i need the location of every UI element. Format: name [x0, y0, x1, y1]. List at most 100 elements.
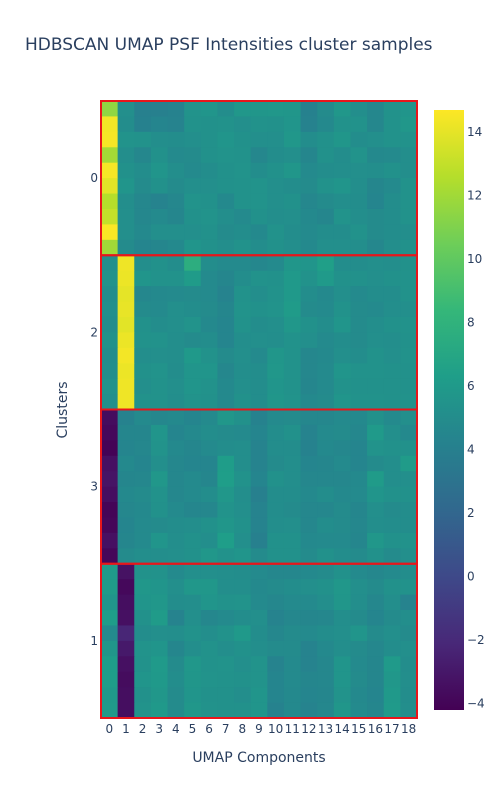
heatmap-cell — [383, 316, 401, 333]
heatmap-cell — [101, 486, 119, 503]
heatmap-cell — [300, 424, 318, 441]
heatmap-cell — [250, 424, 268, 441]
heatmap-cell — [150, 162, 169, 179]
heatmap-cell — [300, 594, 318, 611]
heatmap-cell — [367, 347, 385, 364]
heatmap-cell — [267, 687, 285, 704]
heatmap-cell — [283, 548, 302, 565]
heatmap-cell — [400, 640, 418, 657]
heatmap-cell — [350, 702, 368, 719]
heatmap-cell — [250, 548, 268, 565]
heatmap-cell — [283, 424, 302, 441]
heatmap-cell — [367, 563, 385, 580]
heatmap-cell — [234, 208, 252, 226]
heatmap-cell — [167, 347, 185, 364]
heatmap-cell — [234, 486, 252, 503]
heatmap-cell — [184, 286, 202, 303]
heatmap-cell — [134, 548, 152, 565]
heatmap-cell — [217, 409, 235, 426]
heatmap-cell — [150, 255, 169, 272]
heatmap-cell — [367, 471, 385, 488]
heatmap-cell — [217, 301, 235, 318]
heatmap-cell — [217, 378, 235, 395]
x-tick-label: 2 — [139, 722, 147, 736]
heatmap-cell — [400, 131, 418, 148]
heatmap-cell — [350, 286, 368, 303]
heatmap-cell — [200, 116, 219, 133]
heatmap-cell — [167, 702, 185, 719]
heatmap-cell — [101, 270, 119, 287]
heatmap-cell — [101, 532, 119, 549]
heatmap-cell — [217, 316, 235, 333]
heatmap-cell — [350, 116, 368, 133]
heatmap-cell — [300, 579, 318, 596]
heatmap-cell — [200, 656, 219, 673]
heatmap-cell — [250, 116, 268, 133]
heatmap-cell — [317, 332, 335, 349]
heatmap-cell — [134, 440, 152, 457]
heatmap-cell — [383, 101, 401, 118]
heatmap-cell — [134, 455, 152, 472]
heatmap-cell — [184, 270, 202, 287]
heatmap-cell — [167, 239, 185, 256]
heatmap-cell — [267, 378, 285, 395]
heatmap-cell — [367, 548, 385, 565]
heatmap-cell — [134, 101, 152, 118]
heatmap-cell — [283, 656, 302, 673]
heatmap-cell — [117, 116, 135, 133]
heatmap-cell — [167, 301, 185, 318]
heatmap-cell — [101, 178, 119, 195]
heatmap-cell — [217, 656, 235, 673]
heatmap-cell — [367, 224, 385, 241]
x-tick-label: 4 — [172, 722, 180, 736]
heatmap-cell — [267, 486, 285, 503]
heatmap-cell — [200, 687, 219, 704]
heatmap-cell — [367, 178, 385, 195]
heatmap-cell — [101, 517, 119, 534]
heatmap-cell — [134, 270, 152, 287]
heatmap-cell — [367, 687, 385, 704]
colorbar-tick-label: 0 — [467, 570, 475, 584]
heatmap-cell — [367, 116, 385, 133]
heatmap-cell — [367, 440, 385, 457]
heatmap-cell — [217, 116, 235, 133]
heatmap-cell — [101, 594, 119, 611]
heatmap-cell — [134, 332, 152, 349]
heatmap-cell — [400, 208, 418, 226]
heatmap-cell — [267, 363, 285, 380]
heatmap-cell — [200, 409, 219, 426]
heatmap-cell — [300, 563, 318, 580]
heatmap-cell — [283, 147, 302, 164]
heatmap-cell — [184, 131, 202, 148]
heatmap-cell — [117, 440, 135, 457]
heatmap-cell — [350, 486, 368, 503]
heatmap-cell — [250, 702, 268, 719]
heatmap-cell — [317, 548, 335, 565]
heatmap-cell — [383, 424, 401, 441]
heatmap-cell — [317, 687, 335, 704]
heatmap-cell — [150, 147, 169, 164]
heatmap-cell — [350, 363, 368, 380]
heatmap-cell — [117, 471, 135, 488]
heatmap-cell — [400, 301, 418, 318]
heatmap-cell — [367, 625, 385, 642]
heatmap-cell — [400, 440, 418, 457]
heatmap-cell — [134, 594, 152, 611]
heatmap-cell — [117, 671, 135, 688]
heatmap-cell — [300, 131, 318, 148]
heatmap-cell — [300, 378, 318, 395]
x-tick-label: 18 — [401, 722, 416, 736]
heatmap-cell — [267, 316, 285, 333]
heatmap-cell — [200, 563, 219, 580]
x-tick-label: 12 — [301, 722, 316, 736]
heatmap-cell — [250, 270, 268, 287]
heatmap-cell — [217, 101, 235, 118]
heatmap-cell — [283, 563, 302, 580]
heatmap-cell — [400, 378, 418, 395]
heatmap-cell — [134, 502, 152, 519]
heatmap-cell — [267, 131, 285, 148]
heatmap-cell — [250, 101, 268, 118]
heatmap-cell — [333, 563, 352, 580]
heatmap-cell — [234, 625, 252, 642]
heatmap-cell — [167, 640, 185, 657]
